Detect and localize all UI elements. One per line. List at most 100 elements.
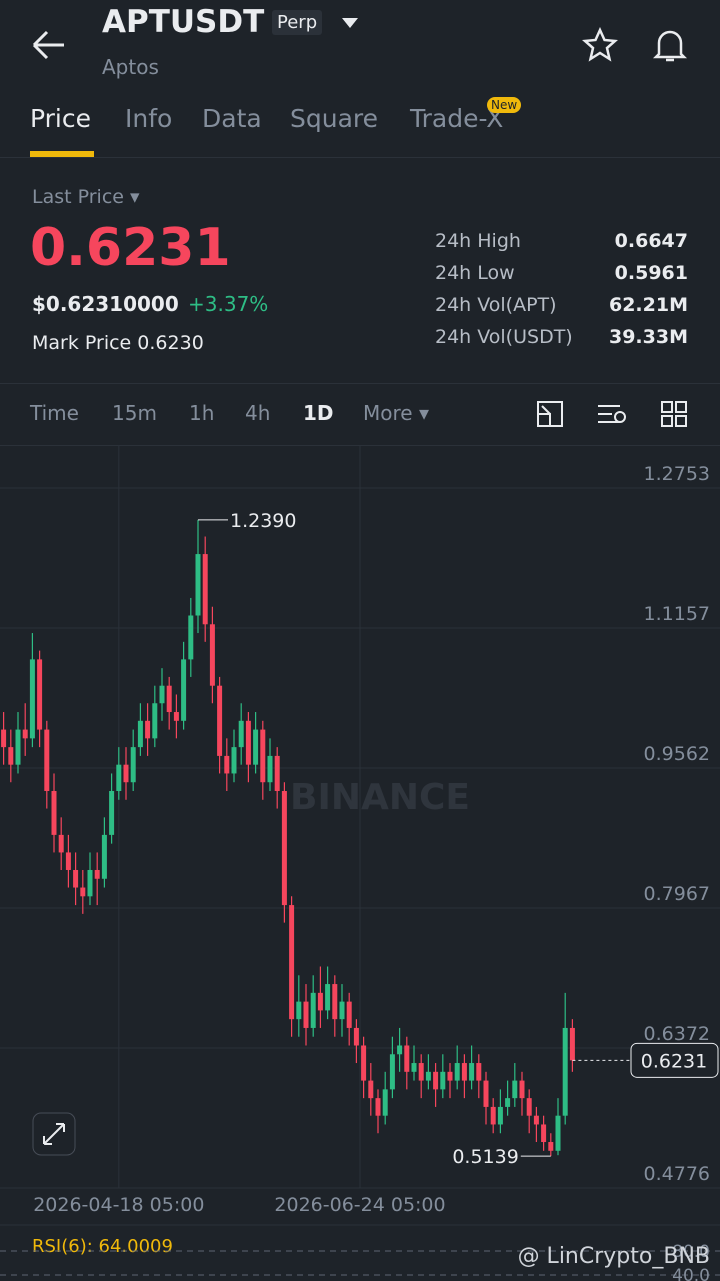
expand-button[interactable] (32, 1112, 76, 1156)
candle-body (267, 755, 273, 783)
tab[interactable]: Data (202, 104, 262, 133)
chart-tools[interactable] (534, 398, 694, 432)
tab-indicator (30, 151, 94, 157)
x-tick-label: 2026-06-24 05:00 (274, 1194, 445, 1216)
candle-body (361, 1045, 367, 1081)
bell-icon[interactable] (652, 26, 688, 64)
candle-body (44, 729, 50, 792)
candle-body (555, 1115, 561, 1151)
candle-body (562, 1027, 568, 1116)
candle-body (303, 1001, 309, 1028)
candle-body (274, 755, 280, 792)
y-tick-label: 0.9562 (644, 743, 710, 765)
y-tick-label: 0.4776 (644, 1163, 710, 1185)
candle-body (202, 554, 208, 625)
candle-body (130, 747, 136, 783)
candle-body (512, 1080, 518, 1099)
divider (0, 383, 720, 384)
candle-body (152, 703, 158, 739)
candle-body (209, 624, 215, 686)
candle-body (519, 1080, 525, 1099)
candle-body (145, 720, 151, 739)
candle-body (22, 729, 28, 739)
candle-body (65, 852, 71, 870)
candle-body (73, 869, 79, 888)
candle-body (181, 659, 187, 721)
candle-body (51, 791, 57, 835)
candle-body (15, 729, 21, 765)
symbol: APTUSDT (102, 4, 265, 40)
candle-body (80, 887, 86, 897)
stat-value: 62.21M (608, 294, 688, 316)
candle-body (339, 1001, 345, 1020)
back-icon[interactable] (30, 28, 70, 62)
candle-body (454, 1063, 460, 1081)
y-tick-label: 0.6372 (644, 1023, 710, 1045)
candle-body (411, 1063, 417, 1072)
mark-price: Mark Price 0.6230 (32, 332, 204, 354)
candle-body (116, 764, 122, 792)
dropdown[interactable] (340, 16, 360, 30)
candle-body (231, 747, 237, 774)
interval[interactable]: More ▾ (363, 401, 429, 425)
candle-body (310, 992, 316, 1028)
candle-body (29, 659, 35, 739)
stat-label: 24h Vol(APT) (435, 294, 557, 316)
candle-body (260, 729, 266, 783)
interval[interactable]: 15m (112, 401, 157, 425)
y-tick-label: 1.1157 (644, 603, 710, 625)
candle-body (109, 791, 115, 835)
watermark: BINANCE (290, 777, 470, 818)
candle-body (526, 1098, 532, 1116)
badge: Perp (272, 10, 323, 35)
candle-body (296, 1001, 302, 1020)
last-price-label: 0.6231 (641, 1050, 707, 1072)
candle-body (382, 1089, 388, 1116)
rsi-tick-label: 40.0 (672, 1266, 710, 1281)
candle-body (346, 1001, 352, 1028)
candle-body (245, 720, 251, 765)
candle-body (289, 905, 295, 1020)
interval[interactable]: 4h (245, 401, 271, 425)
candle-body (238, 720, 244, 748)
tab[interactable]: Price (30, 104, 91, 133)
candle-body (123, 764, 129, 783)
candle-body (188, 615, 194, 660)
candle-body (332, 984, 338, 1020)
candle-body (541, 1124, 547, 1143)
candle-body (281, 791, 287, 906)
candle-body (389, 1054, 395, 1090)
tab[interactable]: Square (290, 104, 379, 133)
annotation: 1.2390 (230, 510, 296, 532)
star-icon[interactable] (582, 27, 618, 63)
usd-price: $0.62310000 (32, 292, 179, 316)
candle-body (433, 1071, 439, 1090)
candle-body (548, 1142, 554, 1151)
candle-body (224, 755, 230, 774)
last-price-box (630, 1042, 719, 1078)
interval[interactable]: 1h (189, 401, 215, 425)
interval[interactable]: 1D (303, 401, 334, 425)
text: Last Price (32, 186, 124, 208)
candle-body (87, 869, 93, 897)
candle-body (253, 729, 259, 765)
y-tick-label: 0.7967 (644, 883, 710, 905)
tab[interactable]: Info (125, 104, 173, 133)
candle-body (418, 1063, 424, 1081)
candle-body (469, 1063, 475, 1081)
candle-body (166, 685, 172, 713)
rsi-label: RSI(6): 64.0009 (32, 1236, 173, 1257)
y-tick-label: 1.2753 (644, 463, 710, 485)
candle-body (447, 1071, 453, 1081)
candle-body (497, 1106, 503, 1125)
candle-body (353, 1027, 359, 1046)
candle-body (368, 1080, 374, 1099)
chart: BINANCE 1.2753 1.1157 0.9562 0.7967 0.6372 0.4… (0, 445, 720, 1281)
candle-body (375, 1098, 381, 1116)
candle-body (173, 712, 179, 721)
candle-body (461, 1063, 467, 1081)
candle-body (440, 1071, 446, 1090)
interval[interactable]: Time (30, 401, 79, 425)
candle-body (58, 834, 64, 853)
